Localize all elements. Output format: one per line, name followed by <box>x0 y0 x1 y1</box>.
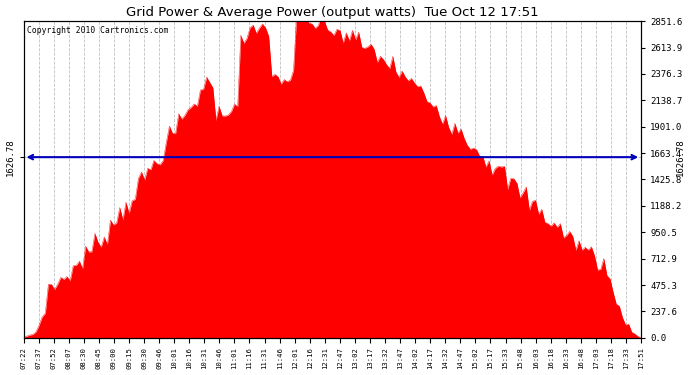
Text: 1626.78: 1626.78 <box>676 138 684 176</box>
Text: Copyright 2010 Cartronics.com: Copyright 2010 Cartronics.com <box>27 26 168 35</box>
Title: Grid Power & Average Power (output watts)  Tue Oct 12 17:51: Grid Power & Average Power (output watts… <box>126 6 539 18</box>
